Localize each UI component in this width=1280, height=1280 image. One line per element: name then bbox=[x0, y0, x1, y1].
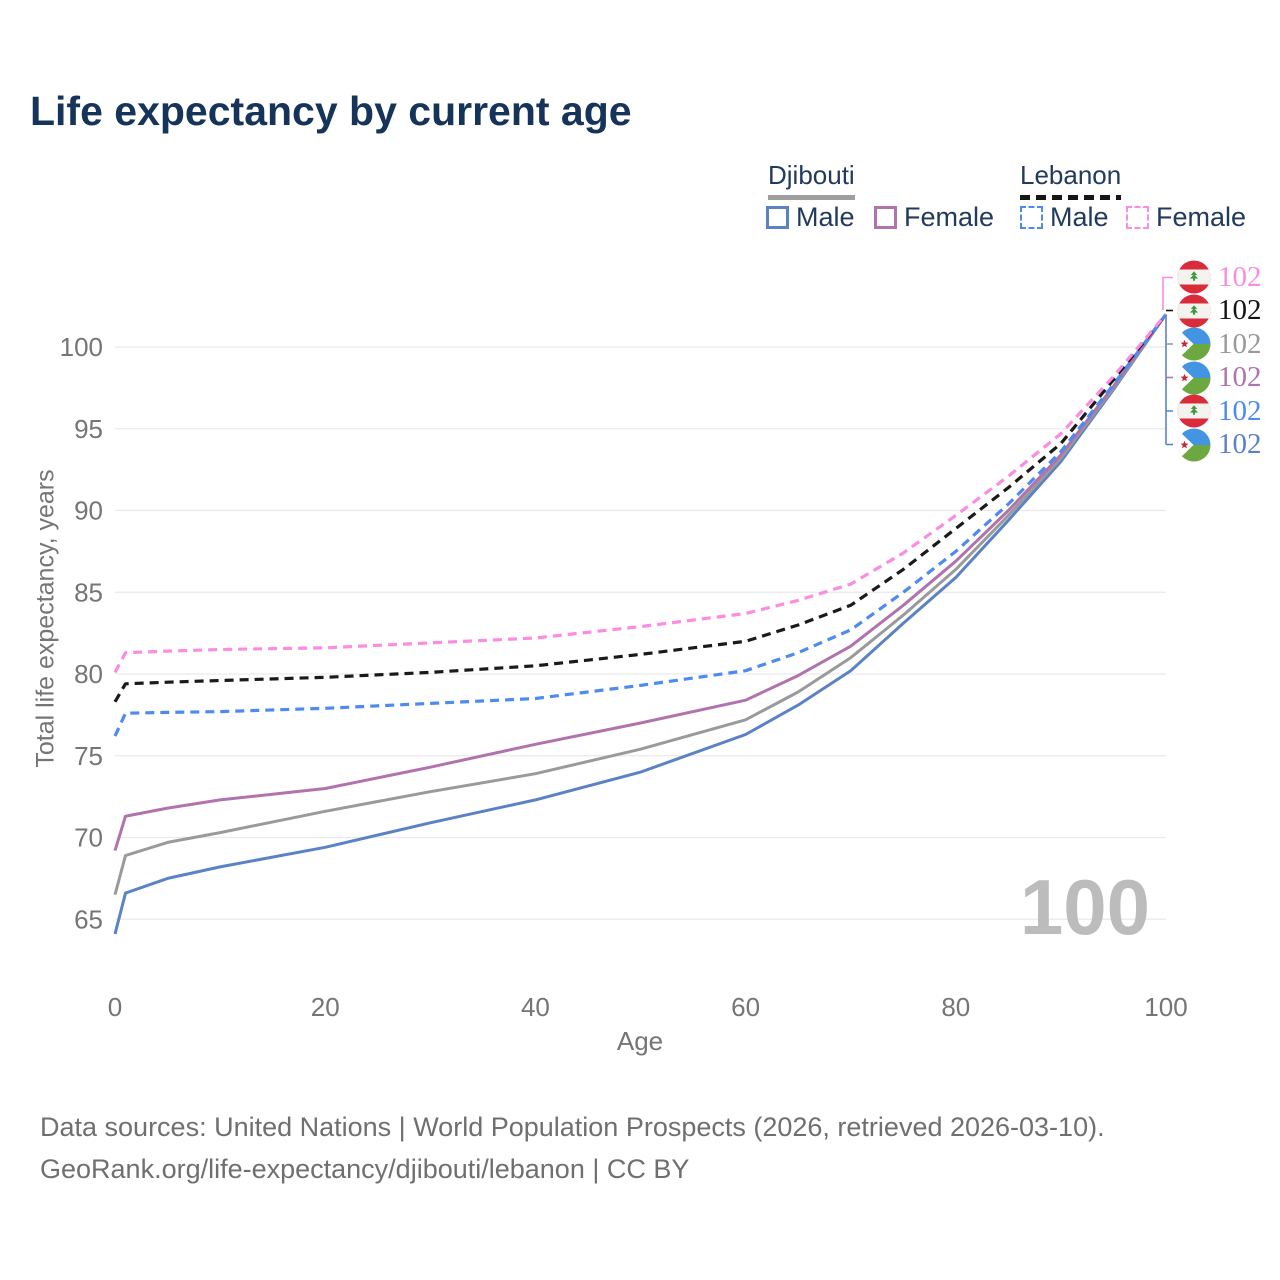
leader-line-lebanon-female bbox=[1162, 276, 1173, 310]
legend-item-lebanon-female[interactable]: Female bbox=[1126, 202, 1246, 233]
y-tick-label-80: 80 bbox=[74, 659, 103, 689]
legend-item-djibouti-male[interactable]: Male bbox=[766, 202, 855, 233]
series-line-djibouti_male[interactable] bbox=[113, 313, 1168, 935]
series-line-djibouti_female[interactable] bbox=[113, 313, 1168, 852]
x-axis-title: Age bbox=[616, 1026, 664, 1056]
x-tick-label-40: 40 bbox=[521, 992, 550, 1022]
djibouti-line-style-sample bbox=[768, 195, 855, 200]
series-line-lebanon_female[interactable] bbox=[113, 313, 1168, 674]
x-tick-label-100: 100 bbox=[1144, 992, 1187, 1022]
legend-item-label: Male bbox=[1050, 202, 1109, 232]
y-tick-label-85: 85 bbox=[74, 577, 103, 607]
x-tick-label-80: 80 bbox=[941, 992, 970, 1022]
y-tick-label-90: 90 bbox=[74, 496, 103, 526]
y-tick-label-65: 65 bbox=[74, 904, 103, 934]
djibouti-male-swatch-icon bbox=[766, 206, 789, 229]
legend-item-label: Male bbox=[796, 202, 855, 232]
legend-group-lebanon[interactable]: Lebanon bbox=[1020, 160, 1122, 200]
x-tick-label-60: 60 bbox=[731, 992, 760, 1022]
series-line-lebanon_total[interactable] bbox=[113, 313, 1168, 703]
y-tick-label-95: 95 bbox=[74, 414, 103, 444]
legend-item-label: Female bbox=[904, 202, 995, 232]
series-line-lebanon_male[interactable] bbox=[113, 313, 1168, 737]
legend-item-lebanon-male[interactable]: Male bbox=[1020, 202, 1109, 233]
lebanon-female-swatch-icon bbox=[1126, 206, 1149, 229]
y-tick-label-75: 75 bbox=[74, 741, 103, 771]
legend-item-label: Female bbox=[1156, 202, 1247, 232]
legend-group-djibouti-label: Djibouti bbox=[768, 160, 855, 190]
legend-group-djibouti[interactable]: Djibouti bbox=[768, 160, 855, 200]
watermark: 100 bbox=[1019, 863, 1150, 951]
x-tick-label-0: 0 bbox=[108, 992, 122, 1022]
footer-attribution: GeoRank.org/life-expectancy/djibouti/leb… bbox=[40, 1154, 690, 1184]
footer-data-sources: Data sources: United Nations | World Pop… bbox=[40, 1112, 1105, 1142]
legend-group-lebanon-label: Lebanon bbox=[1020, 160, 1122, 190]
y-tick-label-100: 100 bbox=[60, 332, 103, 362]
y-tick-label-70: 70 bbox=[74, 823, 103, 853]
x-tick-label-20: 20 bbox=[311, 992, 340, 1022]
lebanon-line-style-sample bbox=[1020, 195, 1122, 200]
djibouti-female-swatch-icon bbox=[874, 206, 897, 229]
page-title: Life expectancy by current age bbox=[30, 88, 632, 134]
legend-item-djibouti-female[interactable]: Female bbox=[874, 202, 994, 233]
lebanon-male-swatch-icon bbox=[1020, 206, 1043, 229]
series-line-djibouti_total[interactable] bbox=[113, 313, 1168, 896]
footer: Data sources: United Nations | World Pop… bbox=[40, 1106, 1105, 1190]
